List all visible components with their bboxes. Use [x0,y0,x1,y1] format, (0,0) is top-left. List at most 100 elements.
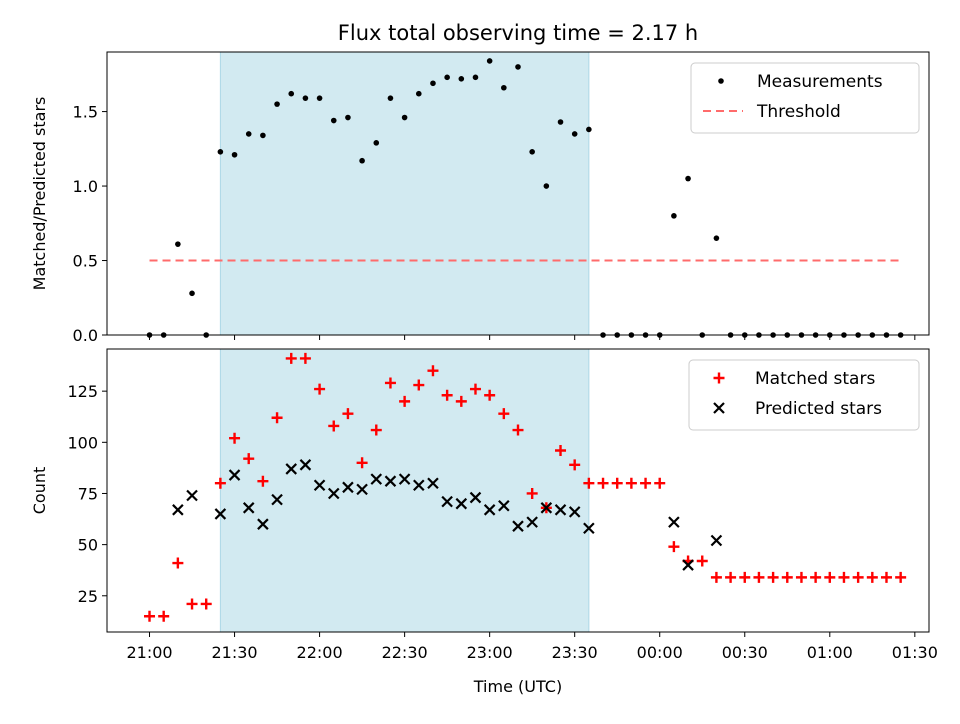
matched-stars-point [214,477,226,489]
measurement-point [458,76,465,82]
matched-stars-point [455,395,467,407]
figure-title: Flux total observing time = 2.17 h [338,21,698,45]
measurement-point [486,58,493,64]
predicted-stars-point [257,518,269,530]
y-tick-label: 1.0 [73,177,98,196]
x-tick-label: 22:00 [297,643,343,662]
predicted-stars-point [285,463,298,475]
measurement-point [430,80,436,87]
measurement-point [543,183,550,189]
legend-label: Threshold [756,102,841,122]
matched-stars-point [384,377,396,389]
y-tick-label: 0.0 [73,326,98,345]
matched-stars-point [172,557,184,569]
matched-stars-point [229,432,241,444]
predicted-stars-point [313,479,326,492]
matched-stars-point [342,408,354,420]
series-predicted-stars [172,459,723,571]
legend-box [688,359,920,431]
matched-stars-point [668,541,680,553]
predicted-stars-point [583,522,595,535]
predicted-stars-point [228,469,241,481]
y-axis-label: Matched/Predicted stars [30,97,49,291]
matched-stars-point [200,598,212,610]
matched-stars-point [328,420,340,432]
predicted-stars-point [186,489,198,502]
legend-box [690,62,920,134]
measurement-point [245,131,252,137]
y-tick-label: 125 [67,382,98,401]
matched-stars-point [725,571,737,583]
measurement-point [217,148,224,155]
predicted-stars-point [441,495,453,508]
x-tick-label: 23:00 [467,643,513,662]
matched-stars-point [852,571,864,583]
matched-stars-point [314,383,326,395]
measurement-point [671,213,677,219]
matched-stars-point [186,598,198,610]
x-tick-label: 22:30 [382,643,428,662]
matched-stars-point [611,477,623,489]
legend-matched-swatch [713,372,725,384]
y-tick-label: 50 [78,536,98,555]
measurement-point [175,241,181,247]
measurement-point [515,64,521,70]
predicted-stars-point [398,473,411,485]
panels: 0.0 0.5 1.0 1.5 Matched/Predicted stars Measu… [30,51,938,696]
legend-measurement-swatch [718,78,724,84]
predicted-stars-point [384,475,397,487]
matched-stars-point [583,477,595,489]
predicted-stars-point [242,502,255,514]
predicted-stars-point [427,477,439,490]
measurement-point [189,290,195,297]
matched-stars-point [498,408,510,420]
legend: Measurements Threshold [690,62,920,134]
series-matched-stars [144,352,907,622]
matched-stars-point [880,571,892,583]
legend-label: Predicted stars [755,399,882,419]
matched-stars-point [370,424,382,436]
predicted-stars-point [370,473,383,485]
observing-interval-shade [219,348,590,633]
predicted-stars-point [172,504,184,516]
matched-stars-point [158,610,170,622]
y-tick-label: 25 [78,587,98,606]
y-tick-label: 100 [67,433,98,452]
x-tick-label: 01:00 [807,643,853,662]
matched-stars-point [767,571,779,583]
matched-stars-point [356,457,368,469]
matched-stars-point [144,610,156,622]
predicted-stars-point [271,493,283,506]
measurement-point [387,95,394,101]
predicted-stars-point [469,491,482,504]
measurement-point [359,157,365,164]
matched-stars-point [285,352,297,364]
matched-stars-point [824,571,836,583]
matched-stars-point [243,453,255,465]
measurement-point [571,131,578,137]
predicted-stars-point [710,534,723,547]
measurement-point [401,114,408,121]
predicted-stars-point [342,481,354,494]
predicted-stars-point [526,516,538,528]
predicted-stars-point [413,479,425,492]
measurement-point [472,74,479,81]
predicted-stars-point [682,559,694,571]
matched-stars-point [781,571,793,583]
predicted-stars-point [356,483,368,496]
x-tick-label: 01:30 [892,643,938,662]
measurement-point [444,74,450,81]
measurement-point [586,126,592,133]
matched-stars-point [526,487,538,499]
measurement-point [529,148,535,155]
matched-stars-point [484,389,496,401]
predicted-stars-point [327,487,340,500]
predicted-stars-point [668,516,680,528]
matched-stars-point [654,477,666,489]
matched-stars-point [795,571,807,583]
x-axis-label: Time (UTC) [473,677,562,696]
measurement-point [557,119,564,125]
y-tick-label: 0.5 [73,252,98,271]
x-tick-label: 23:30 [552,643,598,662]
measurement-point [713,235,720,241]
